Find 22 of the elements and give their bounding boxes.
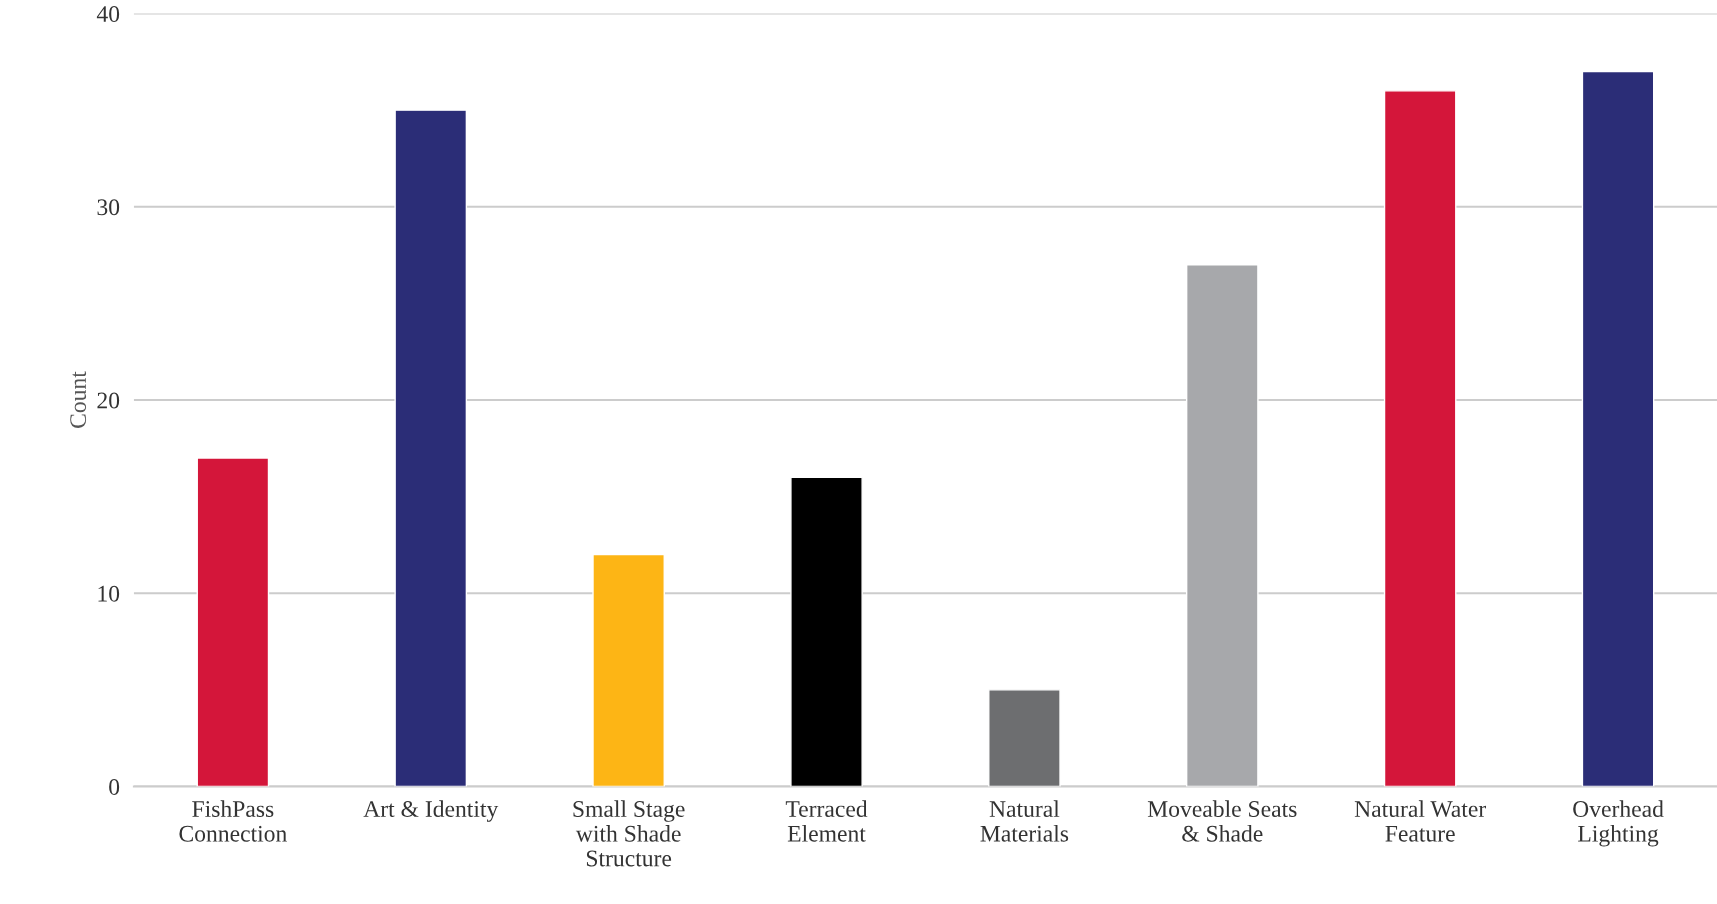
- x-tick-label: Moveable Seats & Shade: [1147, 800, 1297, 842]
- bar: [1581, 70, 1655, 787]
- x-tick-label: Art & Identity: [363, 800, 499, 822]
- y-tick-label: 20: [97, 392, 120, 409]
- y-tick-label: 10: [98, 585, 120, 602]
- y-tick-label: 0: [109, 778, 120, 795]
- x-tick-label: Terraced Element: [785, 800, 868, 842]
- bar: [592, 553, 665, 787]
- x-tick-label: Natural Water Feature: [1354, 800, 1486, 842]
- x-tick-label: Small Stage with Shade Structure: [573, 800, 685, 867]
- bar: [394, 109, 468, 787]
- bar: [1383, 90, 1457, 787]
- y-tick-label: 30: [97, 199, 120, 216]
- bar: [196, 457, 270, 787]
- bar: [1185, 264, 1259, 787]
- y-tick-label: 40: [96, 6, 120, 22]
- y-axis-title: Count: [70, 371, 87, 428]
- x-tick-label: Natural Materials: [980, 800, 1069, 842]
- x-tick-label: FishPass Connection: [179, 800, 287, 842]
- bar: [988, 689, 1061, 787]
- x-tick-label: Overhead Lighting: [1573, 800, 1664, 847]
- bar: [790, 476, 863, 787]
